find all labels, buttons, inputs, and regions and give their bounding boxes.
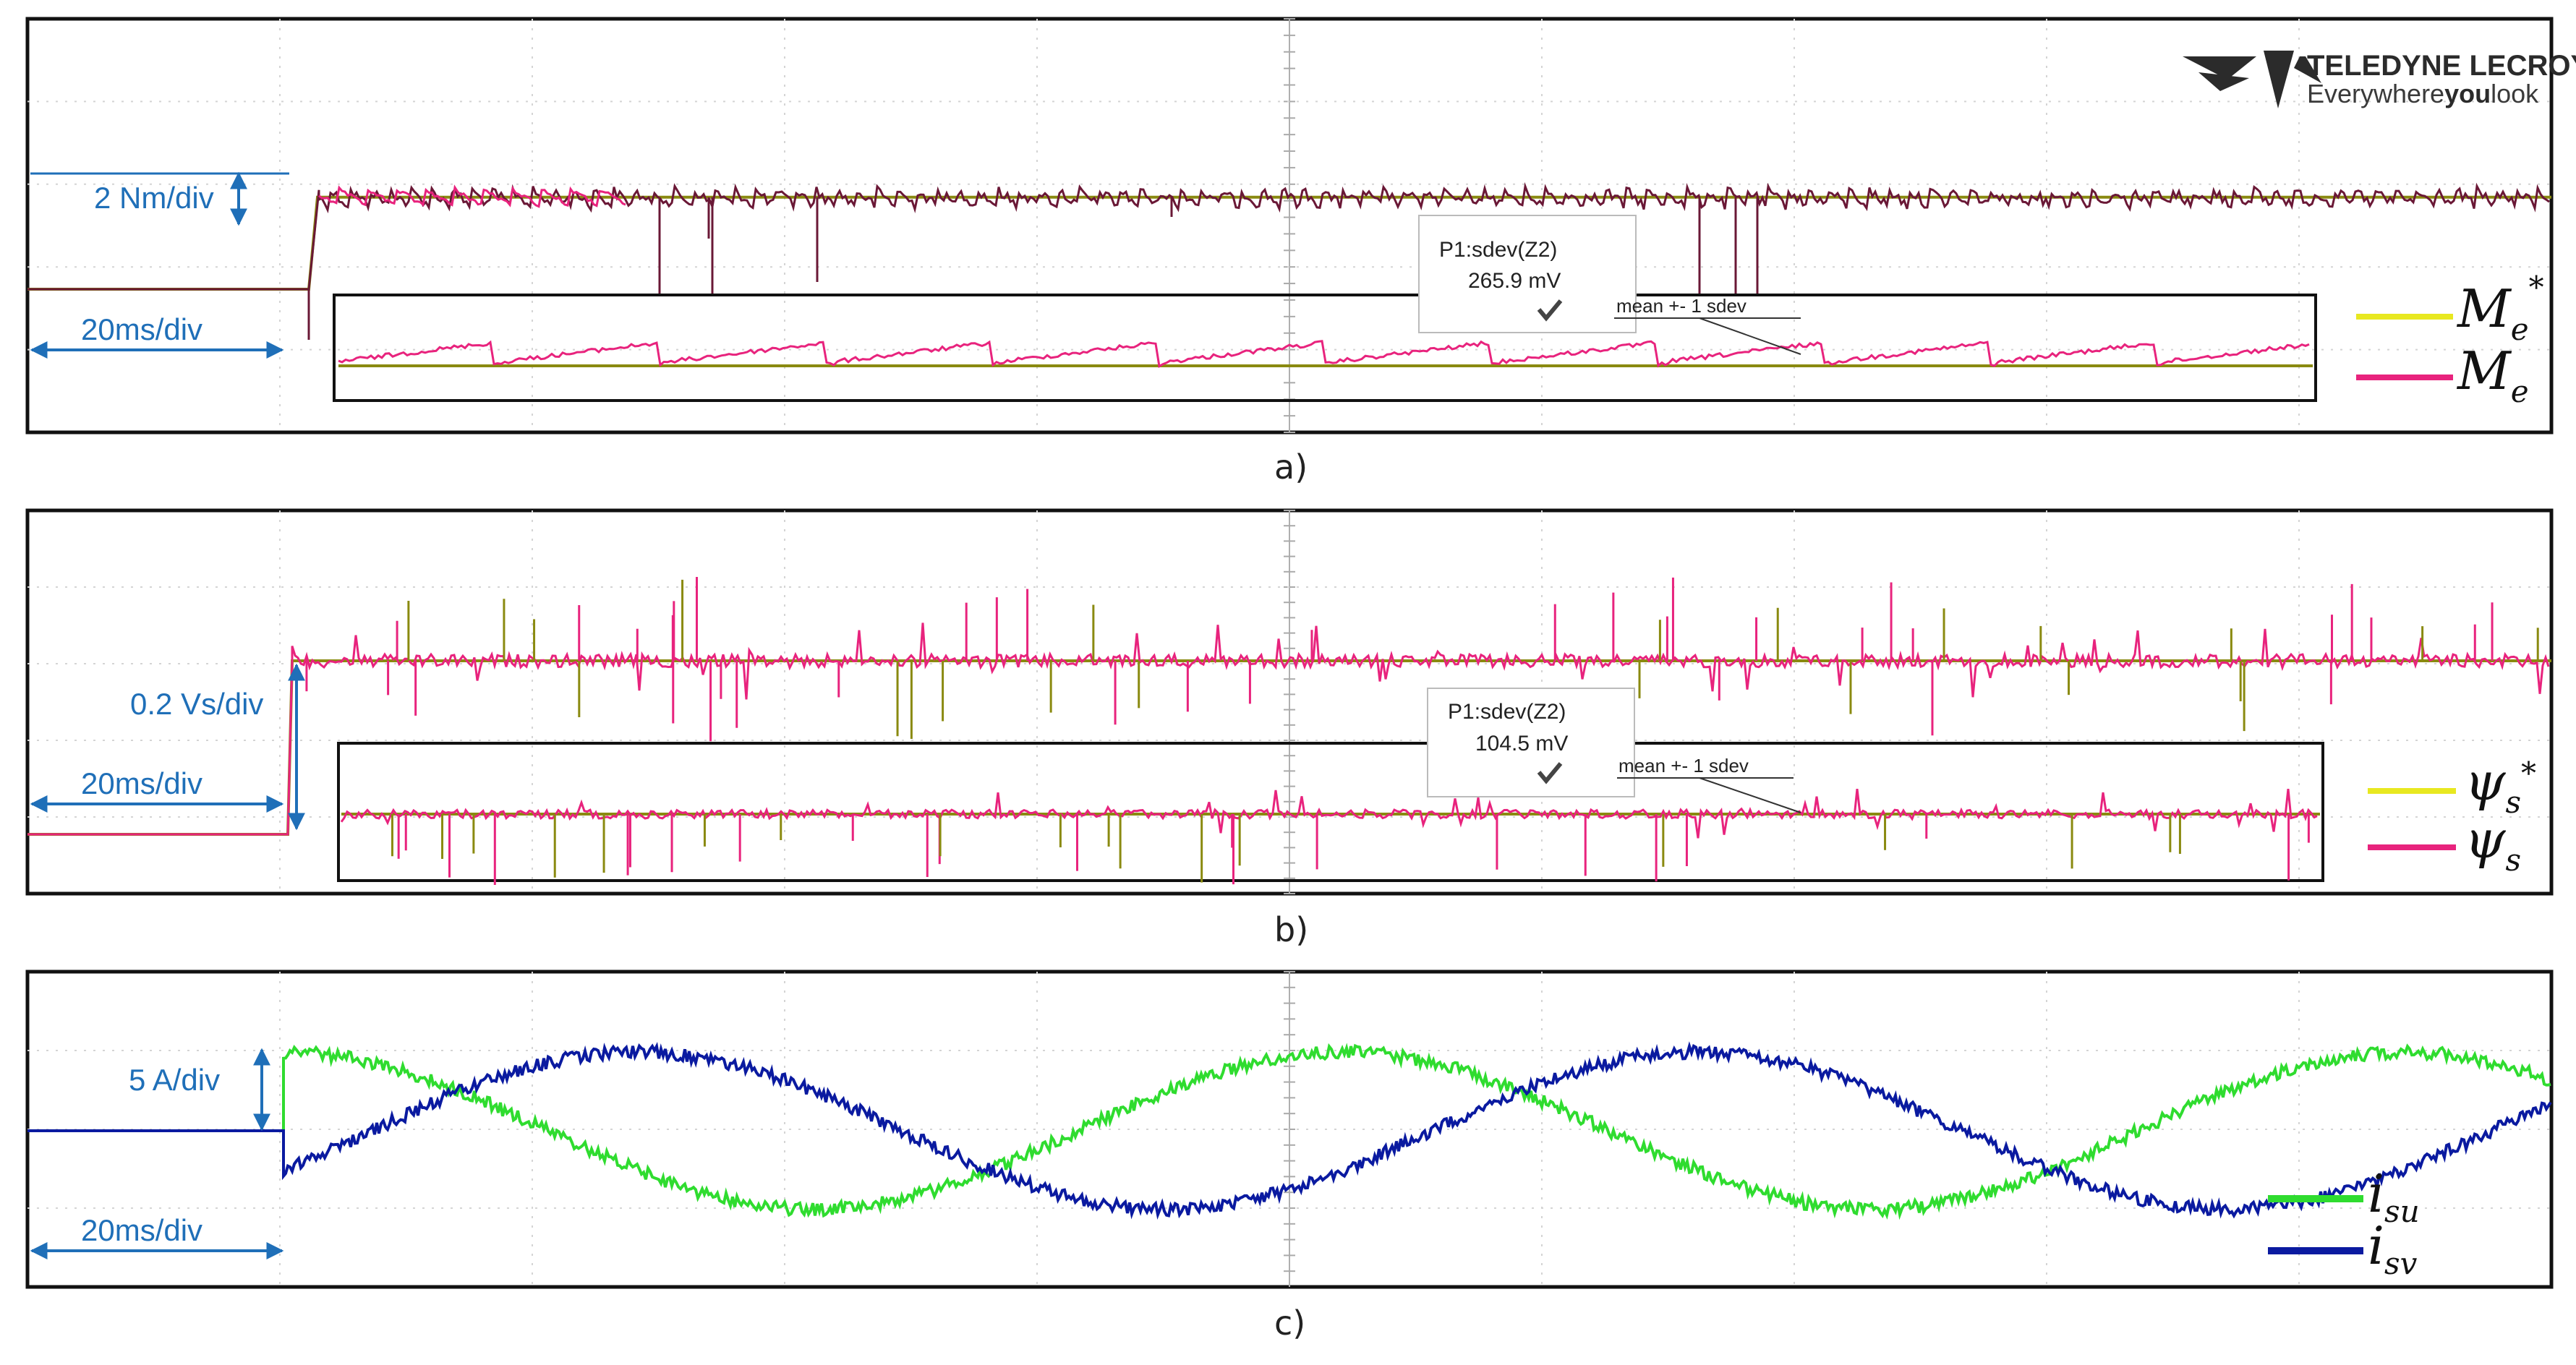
panel-c-time-scale: 20ms/div [30, 1213, 284, 1259]
panel-c-vscale-label: 5 A/div [129, 1063, 220, 1097]
panel-b-vertical-scale: 0.2 Vs/div [130, 663, 305, 831]
panel-b-vscale-label: 0.2 Vs/div [130, 687, 263, 721]
legend-psi-ref: ψs* [2465, 751, 2536, 820]
panel-b: P1:sdev(Z2) 104.5 mV mean +- 1 sdev 0.2 … [25, 508, 2554, 949]
panel-a-inset-traces [338, 340, 2313, 368]
panel-c-grid [27, 971, 2551, 1287]
panel-a-tscale-label: 20ms/div [81, 312, 202, 346]
panel-c: 5 A/div 20ms/div isu isv c) [25, 970, 2554, 1343]
brand-name: TELEDYNE LECROY [2307, 50, 2576, 82]
check-icon [1537, 299, 1563, 322]
trace-psi-actual [27, 622, 2550, 836]
panel-b-measurement: P1:sdev(Z2) 104.5 mV mean +- 1 sdev [1427, 688, 1801, 813]
panel-a: P1:sdev(Z2) 265.9 mV mean +- 1 sdev 2 Nm… [25, 17, 2576, 487]
panel-c-vertical-scale: 5 A/div [129, 1048, 270, 1131]
panel-b-measure-label: P1:sdev(Z2) [1448, 700, 1566, 724]
panel-a-vertical-scale: 2 Nm/div [30, 171, 289, 226]
panel-c-legend: isu isv [2268, 1163, 2420, 1281]
panel-a-grid [27, 18, 2551, 433]
panel-a-vscale-label: 2 Nm/div [94, 181, 214, 215]
panel-b-measure-note: mean +- 1 sdev [1618, 755, 1749, 776]
teledyne-lecroy-logo: TELEDYNE LECROY Everywhereyoulook [2183, 50, 2576, 108]
panel-c-tscale-label: 20ms/div [81, 1213, 202, 1247]
panel-c-caption: c) [1274, 1304, 1305, 1343]
panel-a-zoom-inset [333, 294, 2317, 402]
panel-b-zoom-inset [337, 742, 2324, 882]
panel-a-legend: Me* Me [2356, 270, 2544, 409]
trace-isv [27, 1041, 2552, 1220]
panel-b-tscale-label: 20ms/div [81, 766, 202, 800]
panel-a-measure-note: mean +- 1 sdev [1616, 295, 1747, 317]
brand-tagline: Everywhereyoulook [2307, 79, 2539, 108]
trace-isu [27, 1043, 2551, 1220]
panel-b-time-scale: 20ms/div [30, 766, 284, 813]
panel-b-inset-traces [340, 789, 2320, 886]
inset-psi-actual [340, 789, 2318, 839]
panel-a-caption: a) [1274, 448, 1308, 487]
panel-a-measure-label: P1:sdev(Z2) [1439, 238, 1557, 262]
panel-a-time-scale: 20ms/div [30, 312, 284, 359]
panel-b-caption: b) [1274, 910, 1308, 949]
legend-psi-actual: ψs [2465, 809, 2521, 878]
trace-me-actual [27, 181, 2550, 291]
inset-me-actual [338, 340, 2310, 368]
panel-c-traces [27, 1041, 2552, 1220]
legend-isu: isu [2368, 1163, 2420, 1229]
logo-mark-icon [2183, 51, 2321, 108]
legend-isv: isv [2368, 1215, 2418, 1281]
panel-a-measure-value: 265.9 mV [1468, 269, 1561, 293]
check-icon [1537, 762, 1563, 784]
legend-me-ref: Me* [2456, 270, 2544, 347]
panel-a-traces [27, 181, 2551, 340]
panel-b-measure-value: 104.5 mV [1475, 732, 1568, 756]
trace-me-actual-start [318, 184, 626, 208]
panel-b-legend: ψs* ψs [2368, 751, 2536, 878]
panel-b-grid [27, 510, 2551, 894]
panel-a-measurement: P1:sdev(Z2) 265.9 mV mean +- 1 sdev [1418, 215, 1801, 355]
legend-me-actual: Me [2456, 341, 2529, 409]
